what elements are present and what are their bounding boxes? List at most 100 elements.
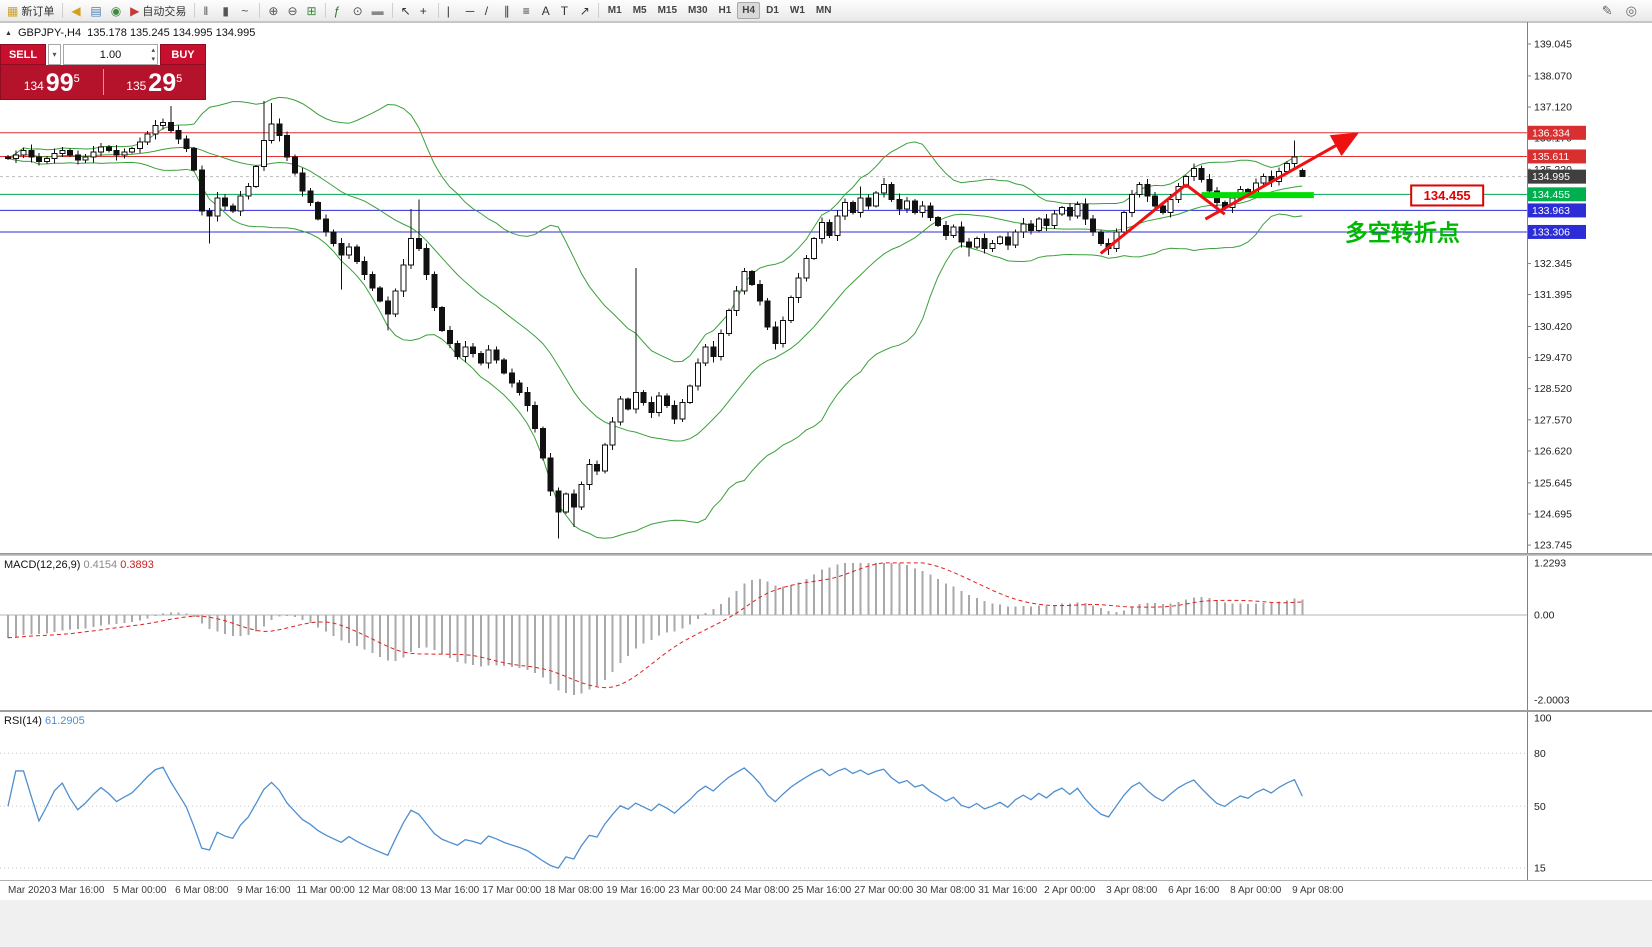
price-tick: 125.645 (1534, 477, 1572, 489)
volume-field[interactable]: 1.00 ▴ ▾ (63, 44, 158, 65)
trendline-button[interactable]: / (481, 2, 499, 20)
panel-splitter[interactable] (0, 553, 1652, 556)
timeframe-M15[interactable]: M15 (657, 5, 678, 16)
timeframe-MN[interactable]: MN (815, 5, 832, 16)
time-label: 11 Mar 00:00 (296, 885, 355, 896)
trendline-glyph: / (484, 3, 489, 18)
sell-price-point: 5 (73, 73, 80, 85)
symbol-title: GBPJPY-,H4 (17, 27, 82, 39)
timeframe-D1[interactable]: D1 (766, 5, 779, 16)
profiles-icon[interactable]: ▤ (86, 2, 105, 20)
periods-glyph: ⊙ (352, 3, 363, 18)
fibonacci-glyph: ≡ (522, 3, 530, 18)
trend-arrow-3[interactable] (1204, 132, 1360, 221)
sell-price-display[interactable]: 134 99 5 (1, 65, 103, 99)
price-axis: 139.045138.070137.120136.170135.220132.3… (1527, 22, 1586, 553)
price-level-marker-text: 134.995 (1532, 171, 1570, 183)
toolbar-separator (62, 3, 64, 18)
buy-button[interactable]: BUY (160, 44, 206, 65)
chart-bars-icon[interactable]: ‖ (199, 2, 217, 20)
turning-point-label[interactable]: 多空转折点 (1345, 219, 1460, 245)
templates-button[interactable]: ▬ (368, 2, 388, 20)
text-button[interactable]: A (538, 2, 556, 20)
timeframe-H1[interactable]: H1 (718, 5, 732, 16)
tile-windows-icon[interactable]: ⊞ (303, 2, 321, 20)
arrows-button[interactable]: ↗ (576, 2, 594, 20)
annotations[interactable]: 多空转折点 134.455 (1099, 132, 1485, 255)
channel-button[interactable]: ∥ (500, 2, 518, 20)
fibonacci-button[interactable]: ≡ (519, 2, 537, 20)
chart-line-icon[interactable]: ~ (237, 2, 255, 20)
candles-layer (5, 101, 1306, 539)
panel-splitter[interactable] (0, 710, 1652, 712)
time-label: 2 Apr 00:00 (1044, 885, 1096, 896)
chart-bars-icon-glyph: ‖ (203, 3, 209, 18)
text-glyph: A (541, 3, 550, 18)
vertical-line-button[interactable]: | (443, 2, 461, 20)
trend-arrow-1[interactable] (1099, 183, 1187, 255)
volume-preset-dropdown[interactable]: ▾ (48, 44, 61, 65)
price-level-marker (1528, 203, 1586, 218)
periods-button[interactable]: ⊙ (349, 2, 367, 20)
volume-decrease-button[interactable]: ▾ (151, 56, 155, 63)
toolbar: ▦ 新订单 ◀ ▤ ◉ ▶ 自动交易 ‖ ▮ ~ ⊕ ⊖ ⊞ ƒ ⊙ ▬ ↖ + | ─ / ∥ ≡ A T ↗ M1 M5 M15 M3… (0, 0, 1652, 22)
time-label: 17 Mar 00:00 (482, 885, 542, 896)
auto-trading-button[interactable]: ▶ 自动交易 (126, 2, 190, 20)
price-callout-text: 134.455 (1424, 188, 1471, 203)
bollinger-bands (7, 96, 1303, 539)
macd-panel[interactable]: 1.2293 0.00 -2.0003 (0, 556, 1652, 710)
timeframe-M1[interactable]: M1 (607, 5, 622, 16)
volume-increase-button[interactable]: ▴ (151, 47, 155, 54)
price-tick: 128.520 (1534, 383, 1572, 395)
zoom-in-button[interactable]: ⊕ (264, 2, 282, 20)
one-click-trading-panel: SELL ▾ 1.00 ▴ ▾ BUY 134 99 5 135 29 5 (0, 44, 206, 100)
chart-collapse-icon[interactable]: ▲ (5, 29, 12, 37)
price-level-marker-text: 135.611 (1532, 151, 1569, 163)
volume-value[interactable]: 1.00 (99, 48, 122, 61)
price-tick: 129.470 (1534, 352, 1572, 364)
new-order-button[interactable]: ▦ 新订单 (3, 2, 58, 20)
cursor-button[interactable]: ↖ (397, 2, 415, 20)
main-chart[interactable]: 多空转折点134.455139.045138.070137.120136.170… (0, 22, 1652, 553)
alerts-icon[interactable]: ◀ (67, 2, 85, 20)
time-label: 18 Mar 08:00 (544, 885, 604, 896)
zoom-out-button[interactable]: ⊖ (283, 2, 301, 20)
edit-icon[interactable]: ✎ (1601, 2, 1613, 18)
timeframe-M5[interactable]: M5 (632, 5, 647, 16)
support-icon[interactable]: ◉ (107, 2, 125, 20)
timeframe-M30[interactable]: M30 (688, 5, 708, 16)
time-label: 30 Mar 08:00 (916, 885, 976, 896)
sell-button[interactable]: SELL (0, 44, 46, 65)
price-level-marker (1528, 169, 1586, 184)
price-tick: 130.420 (1534, 321, 1572, 333)
time-label: 24 Mar 08:00 (730, 885, 790, 896)
macd-signal-line (7, 562, 1303, 689)
trend-arrow-2[interactable] (1185, 183, 1226, 216)
macd-tick: 0.00 (1534, 610, 1555, 622)
time-label: 3 Apr 08:00 (1106, 885, 1158, 896)
price-tick: 137.120 (1534, 102, 1572, 114)
buy-price-display[interactable]: 135 29 5 (104, 65, 206, 99)
chart-line-icon-glyph: ~ (241, 3, 249, 18)
crosshair-button[interactable]: + (416, 2, 434, 20)
price-level-marker-text: 136.334 (1532, 127, 1570, 139)
rsi-indicator-label: RSI(14) 61.2905 (4, 715, 85, 727)
rsi-tick: 50 (1534, 801, 1546, 813)
price-tick: 132.345 (1534, 258, 1572, 270)
timeframe-H4[interactable]: H4 (737, 2, 761, 19)
price-callout-box[interactable] (1410, 184, 1485, 207)
panel-splitter[interactable] (0, 880, 1652, 881)
chart-candles-icon[interactable]: ▮ (218, 2, 236, 20)
time-label: 13 Mar 16:00 (420, 885, 480, 896)
price-level-marker-text: 134.455 (1532, 189, 1570, 201)
macd-indicator-label: MACD(12,26,9) 0.4154 0.3893 (4, 559, 154, 571)
rsi-panel[interactable]: 100 80 50 15 (0, 712, 1652, 880)
profiles-icon-glyph: ▤ (90, 3, 102, 18)
indicators-button[interactable]: ƒ (330, 2, 348, 20)
horizontal-line-button[interactable]: ─ (462, 2, 480, 20)
community-icon[interactable]: ◎ (1625, 2, 1637, 18)
label-button[interactable]: T (557, 2, 575, 20)
timeframe-W1[interactable]: W1 (789, 5, 805, 16)
price-tick: 127.570 (1534, 414, 1572, 426)
tile-windows-icon-glyph: ⊞ (306, 3, 317, 18)
